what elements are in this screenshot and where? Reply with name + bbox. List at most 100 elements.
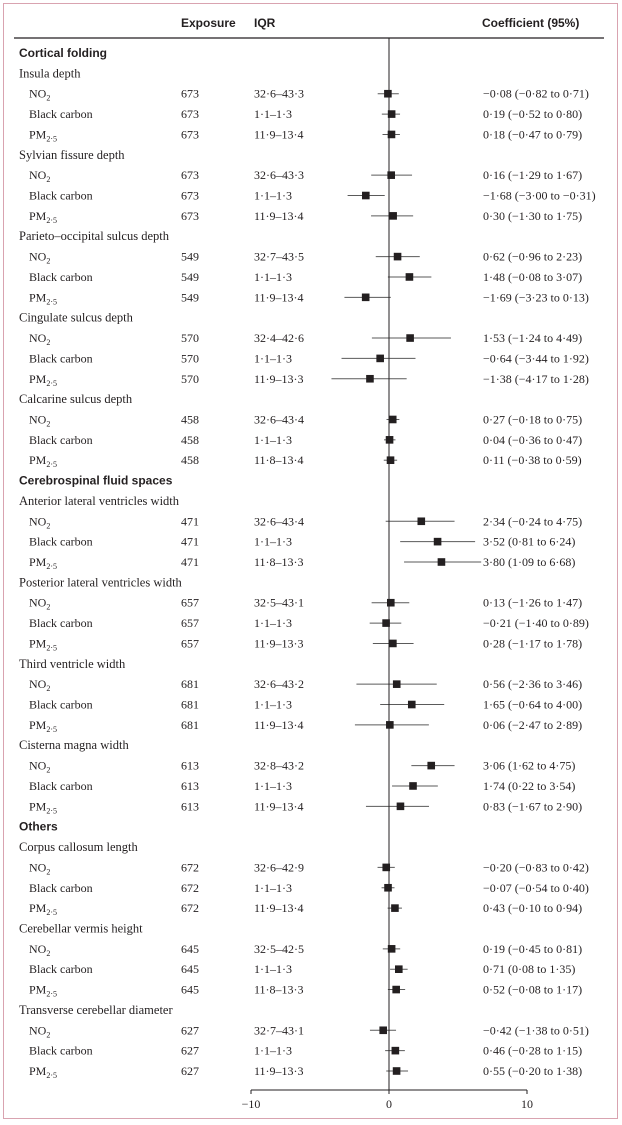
- coefficient-ci: 0·28 (−1·17 to 1·78): [483, 636, 582, 650]
- pollutant-label: Black carbon: [29, 270, 93, 284]
- pollutant-label: PM2·5: [29, 901, 57, 917]
- header-exposure: Exposure: [181, 16, 236, 30]
- coefficient-ci: −1·38 (−4·17 to 1·28): [483, 372, 589, 386]
- coefficient-ci: 0·11 (−0·38 to 0·59): [483, 453, 582, 467]
- point-estimate: [406, 334, 414, 342]
- point-estimate: [417, 517, 426, 526]
- coefficient-ci: 0·43 (−0·10 to 0·94): [483, 901, 582, 915]
- pollutant-label: NO2: [29, 596, 50, 612]
- outcome-label: Corpus callosum length: [19, 840, 138, 854]
- point-estimate: [409, 782, 417, 790]
- coefficient-ci: −1·68 (−3·00 to −0·31): [483, 189, 596, 203]
- point-estimate: [389, 639, 397, 648]
- coefficient-ci: 0·62 (−0·96 to 2·23): [483, 250, 582, 264]
- coefficient-ci: 0·30 (−1·30 to 1·75): [483, 209, 582, 223]
- outcome-label: Posterior lateral ventricles width: [19, 575, 183, 589]
- point-estimate: [379, 1026, 388, 1035]
- pollutant-label: Black carbon: [29, 962, 93, 976]
- point-estimate: [389, 212, 397, 220]
- sample-size: 673: [181, 168, 199, 182]
- point-estimate: [437, 558, 446, 566]
- point-estimate: [385, 436, 394, 444]
- pollutant-label: Black carbon: [29, 107, 93, 121]
- plot-rows: Cortical folding Insula depth NO2 673 32·6–4…: [19, 46, 596, 1080]
- sample-size: 458: [181, 412, 199, 426]
- iqr-value: 11·9–13·4: [254, 901, 304, 915]
- point-estimate: [366, 374, 374, 383]
- sample-size: 673: [181, 107, 199, 121]
- iqr-value: 32·4–42·6: [254, 331, 304, 345]
- pollutant-label: NO2: [29, 759, 50, 775]
- pollutant-label: Black carbon: [29, 1044, 93, 1058]
- iqr-value: 1·1–1·3: [254, 616, 292, 630]
- coefficient-ci: 0·71 (0·08 to 1·35): [483, 962, 575, 976]
- point-estimate: [394, 965, 403, 973]
- pollutant-label: NO2: [29, 250, 50, 266]
- sample-size: 627: [181, 1023, 199, 1037]
- coefficient-ci: 2·34 (−0·24 to 4·75): [483, 514, 582, 528]
- pollutant-label: PM2·5: [29, 799, 57, 815]
- coefficient-ci: −1·69 (−3·23 to 0·13): [483, 290, 589, 304]
- iqr-value: 1·1–1·3: [254, 270, 292, 284]
- coefficient-ci: 0·13 (−1·26 to 1·47): [483, 596, 582, 610]
- section-title: Others: [19, 820, 58, 834]
- section-title: Cerebrospinal fluid spaces: [19, 474, 173, 488]
- coefficient-ci: 1·65 (−0·64 to 4·00): [483, 698, 582, 712]
- iqr-value: 11·8–13·3: [254, 983, 304, 997]
- iqr-value: 11·9–13·4: [254, 290, 304, 304]
- sample-size: 672: [181, 881, 199, 895]
- iqr-value: 32·6–43·4: [254, 412, 304, 426]
- pollutant-label: Black carbon: [29, 698, 93, 712]
- outcome-label: Insula depth: [19, 66, 81, 80]
- point-estimate: [391, 904, 399, 912]
- iqr-value: 1·1–1·3: [254, 881, 292, 895]
- coefficient-ci: 0·46 (−0·28 to 1·15): [483, 1044, 582, 1058]
- pollutant-label: PM2·5: [29, 127, 57, 143]
- sample-size: 673: [181, 189, 199, 203]
- sample-size: 657: [181, 616, 199, 630]
- iqr-value: 11·8–13·3: [254, 555, 304, 569]
- outcome-label: Cingulate sulcus depth: [19, 311, 134, 325]
- point-estimate: [392, 1067, 401, 1075]
- iqr-value: 32·6–43·3: [254, 168, 304, 182]
- pollutant-label: NO2: [29, 677, 50, 693]
- pollutant-label: NO2: [29, 87, 50, 103]
- iqr-value: 1·1–1·3: [254, 535, 292, 549]
- figure-frame: [3, 3, 618, 1119]
- outcome-label: Sylvian fissure depth: [19, 148, 125, 162]
- x-tick-label: 10: [521, 1097, 533, 1111]
- outcome-label: Cerebellar vermis height: [19, 921, 143, 935]
- point-estimate: [405, 273, 414, 281]
- sample-size: 549: [181, 290, 199, 304]
- sample-size: 673: [181, 87, 199, 101]
- point-estimate: [427, 761, 436, 770]
- pollutant-label: NO2: [29, 168, 50, 184]
- coefficient-ci: 3·06 (1·62 to 4·75): [483, 759, 575, 773]
- x-tick-label: 0: [386, 1097, 392, 1111]
- outcome-label: Cisterna magna width: [19, 738, 129, 752]
- pollutant-label: Black carbon: [29, 535, 93, 549]
- sample-size: 471: [181, 514, 199, 528]
- sample-size: 549: [181, 270, 199, 284]
- section-title: Cortical folding: [19, 46, 107, 60]
- outcome-label: Transverse cerebellar diameter: [19, 1003, 173, 1017]
- outcome-label: Parieto–occipital sulcus depth: [19, 229, 170, 243]
- point-estimate: [433, 537, 442, 546]
- coefficient-ci: 1·74 (0·22 to 3·54): [483, 779, 575, 793]
- pollutant-label: Black carbon: [29, 433, 93, 447]
- pollutant-label: Black carbon: [29, 189, 93, 203]
- point-estimate: [387, 130, 396, 139]
- iqr-value: 1·1–1·3: [254, 351, 292, 365]
- coefficient-ci: 1·53 (−1·24 to 4·49): [483, 331, 582, 345]
- coefficient-ci: 0·19 (−0·45 to 0·81): [483, 942, 582, 956]
- sample-size: 458: [181, 453, 199, 467]
- point-estimate: [387, 171, 396, 179]
- coefficient-ci: 0·19 (−0·52 to 0·80): [483, 107, 582, 121]
- sample-size: 549: [181, 250, 199, 264]
- iqr-value: 1·1–1·3: [254, 1044, 292, 1058]
- point-estimate: [382, 619, 390, 627]
- coefficient-ci: 0·55 (−0·20 to 1·38): [483, 1064, 582, 1078]
- coefficient-ci: −0·20 (−0·83 to 0·42): [483, 860, 589, 874]
- header-iqr: IQR: [254, 16, 276, 30]
